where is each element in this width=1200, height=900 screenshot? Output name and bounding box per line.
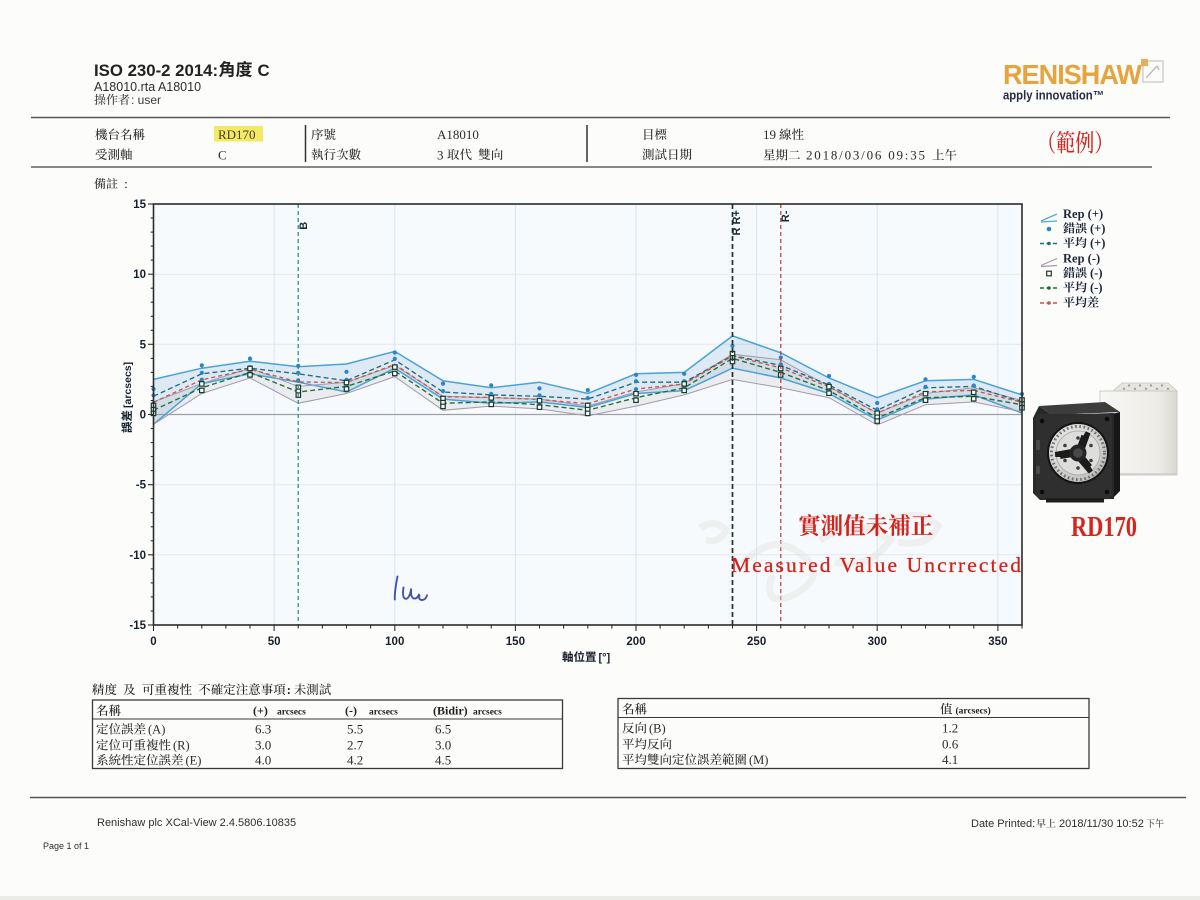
svg-text:4.1: 4.1 [942, 752, 958, 767]
svg-text:5.5: 5.5 [347, 722, 363, 737]
svg-text:0: 0 [150, 636, 156, 648]
svg-text:0: 0 [140, 410, 146, 422]
svg-text:Renishaw plc XCal-View 2.4.580: Renishaw plc XCal-View 2.4.5806.10835 [97, 817, 296, 829]
svg-text:4.0: 4.0 [255, 753, 271, 768]
svg-text:(+): (+) [1090, 236, 1105, 250]
svg-text:100: 100 [385, 636, 404, 648]
svg-text:arcsecs: arcsecs [369, 708, 398, 718]
svg-text:RENISHAW: RENISHAW [1003, 59, 1143, 90]
svg-text:ISO 230-2 2014:: ISO 230-2 2014: [94, 61, 218, 80]
svg-text:3: 3 [437, 148, 444, 163]
svg-text:(+): (+) [1090, 222, 1105, 236]
svg-text::: : [287, 683, 291, 697]
svg-text:apply innovation™: apply innovation™ [1003, 89, 1104, 103]
svg-text:A18010.rta A18010: A18010.rta A18010 [94, 80, 201, 94]
svg-text:[°]: [°] [599, 652, 611, 664]
svg-text:200: 200 [626, 636, 645, 648]
svg-text:4.5: 4.5 [435, 753, 451, 768]
svg-text:A18010: A18010 [437, 127, 479, 142]
svg-text:150: 150 [506, 636, 525, 648]
svg-text:6.3: 6.3 [255, 722, 271, 737]
svg-text:C: C [218, 148, 227, 163]
svg-text:5: 5 [140, 339, 147, 351]
svg-text:RD170: RD170 [1071, 512, 1137, 543]
svg-text:B: B [298, 222, 310, 230]
svg-text:350: 350 [988, 636, 1007, 648]
svg-text:4.2: 4.2 [347, 753, 363, 768]
svg-text:arcsecs: arcsecs [473, 708, 502, 718]
svg-text:Date Printed:: Date Printed: [971, 818, 1035, 830]
svg-text:R-: R- [780, 210, 792, 222]
svg-text:-15: -15 [129, 620, 146, 632]
svg-text:(R): (R) [173, 739, 190, 753]
svg-text:19: 19 [763, 127, 776, 142]
svg-text:(A): (A) [148, 723, 165, 737]
svg-text:(E): (E) [186, 754, 202, 768]
svg-text:(-): (-) [1090, 266, 1103, 280]
svg-text:Rep (+): Rep (+) [1063, 207, 1103, 221]
svg-text:[arcsecs]: [arcsecs] [122, 362, 134, 408]
svg-text:: user: : user [131, 93, 161, 107]
svg-text:3.0: 3.0 [435, 738, 451, 753]
svg-text:-10: -10 [129, 550, 146, 562]
svg-text:300: 300 [868, 636, 887, 648]
svg-text:RD170: RD170 [218, 127, 256, 142]
svg-text:2.7: 2.7 [347, 738, 364, 753]
svg-text:(arcsecs): (arcsecs) [956, 706, 991, 717]
svg-text:1.2: 1.2 [942, 721, 958, 736]
svg-text:6.5: 6.5 [435, 722, 451, 737]
svg-text:Page 1 of 1: Page 1 of 1 [43, 841, 89, 851]
svg-text:(-): (-) [1090, 281, 1103, 295]
svg-text:(M): (M) [749, 753, 768, 767]
svg-text:250: 250 [747, 636, 766, 648]
svg-text:15: 15 [133, 199, 146, 211]
svg-text:50: 50 [268, 636, 281, 648]
svg-text:10: 10 [133, 269, 146, 281]
svg-text:C: C [258, 61, 270, 80]
svg-text:(+): (+) [253, 704, 268, 718]
svg-text:(-): (-) [345, 704, 357, 718]
svg-text:Rep (-): Rep (-) [1063, 252, 1100, 266]
svg-text:(B): (B) [649, 722, 666, 736]
svg-text:(Bidir): (Bidir) [433, 704, 468, 718]
svg-text:2018/11/30 10:52: 2018/11/30 10:52 [1059, 818, 1144, 830]
svg-text:-5: -5 [136, 480, 147, 492]
svg-text:arcsecs: arcsecs [277, 708, 306, 718]
svg-text:0.6: 0.6 [942, 737, 959, 752]
svg-text:3.0: 3.0 [255, 738, 271, 753]
svg-text:R R+: R R+ [731, 210, 743, 235]
svg-text:Measured Value Uncrrected: Measured Value Uncrrected [731, 553, 1021, 577]
